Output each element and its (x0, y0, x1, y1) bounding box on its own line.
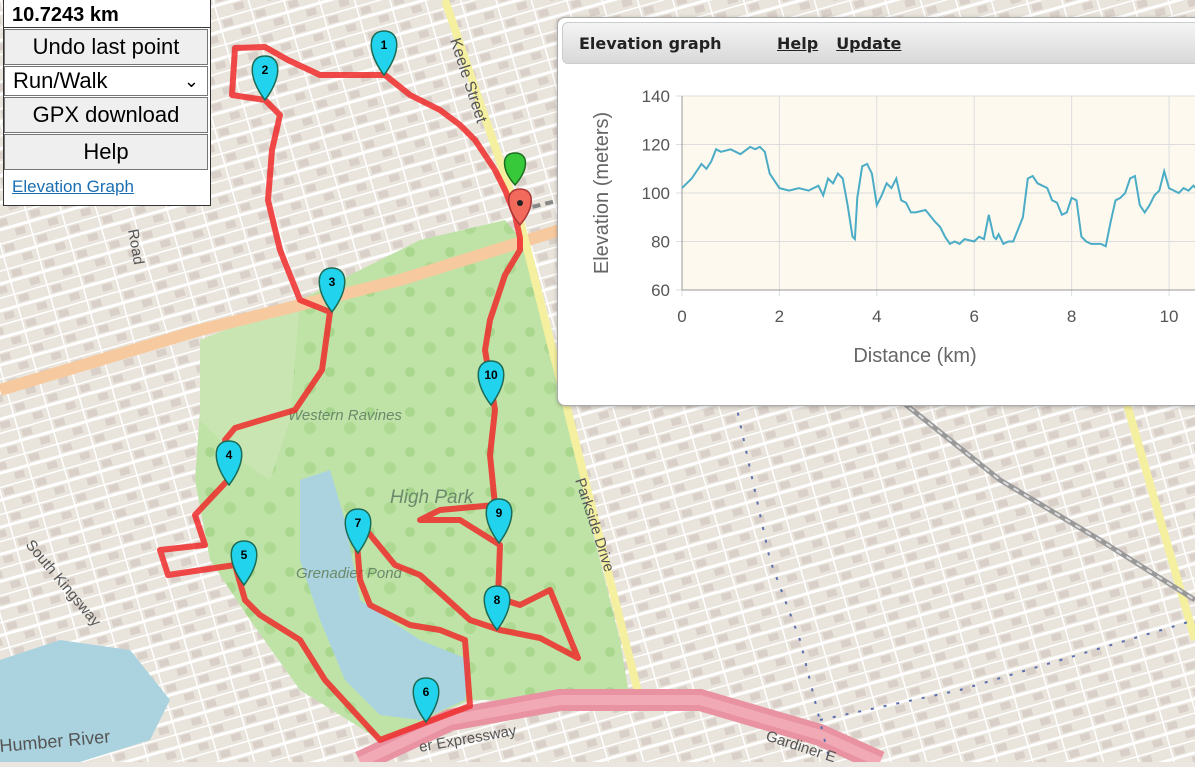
km-marker-label: 1 (381, 38, 388, 52)
elevation-series-line (681, 145, 1195, 248)
parkside-drive (516, 219, 644, 701)
transit-line-2 (819, 619, 1195, 721)
x-tick-label: 0 (677, 307, 686, 326)
km-markers: 1 2 3 4 5 6 7 8 9 10 (215, 30, 513, 724)
mode-select-value: Run/Walk (13, 68, 108, 93)
km-marker-label: 3 (329, 275, 336, 289)
route-path[interactable] (157, 44, 581, 743)
km-marker-1[interactable]: 1 (370, 30, 398, 77)
help-button[interactable]: Help (4, 134, 208, 170)
elevation-graph-link[interactable]: Elevation Graph (12, 177, 134, 196)
elevation-panel: Elevation graph Help Update 60 80 100 120 14… (557, 17, 1195, 406)
x-tick-label: 8 (1067, 307, 1076, 326)
x-tick-label: 4 (872, 307, 881, 326)
km-marker-label: 6 (423, 685, 430, 699)
label-grenadier-pond: Grenadier Pond (296, 565, 403, 582)
bloor-street (0, 224, 562, 396)
km-marker-label: 8 (494, 593, 501, 607)
km-marker-4[interactable]: 4 (215, 440, 243, 487)
km-marker-5[interactable]: 5 (230, 540, 258, 587)
high-park-area (195, 220, 630, 740)
km-marker-label: 4 (226, 448, 233, 462)
east-yellow-road (1116, 378, 1195, 642)
ravine-area (200, 300, 300, 480)
x-axis-title: Distance (km) (853, 345, 976, 367)
x-tick-label: 6 (969, 307, 978, 326)
km-marker-9[interactable]: 9 (485, 498, 513, 545)
end-marker[interactable] (508, 188, 532, 227)
km-marker-label: 2 (262, 63, 269, 77)
km-marker-6[interactable]: 6 (412, 677, 440, 724)
elevation-chart: 60 80 100 120 140 0 2 4 6 8 10 Distance (km) Elevati… (591, 87, 1195, 367)
label-road: Road (124, 228, 147, 266)
km-marker-label: 10 (484, 368, 498, 382)
y-axis-title: Elevation (meters) (591, 112, 613, 274)
mode-select[interactable]: Run/Walk ⌄ (4, 66, 208, 96)
km-marker-label: 5 (241, 548, 248, 562)
elevation-panel-header: Elevation graph Help Update (562, 22, 1195, 64)
label-high-park: High Park (390, 487, 475, 508)
humber-river (0, 640, 170, 762)
elevation-panel-title: Elevation graph (579, 33, 722, 53)
start-marker[interactable] (503, 152, 527, 187)
transit-line-1 (734, 399, 831, 763)
y-tick-label: 140 (642, 87, 670, 106)
elevation-help-link[interactable]: Help (777, 33, 819, 53)
route-distance: 10.7243 km (4, 0, 210, 28)
label-western-ravines: Western Ravines (288, 407, 402, 424)
km-marker-10[interactable]: 10 (477, 360, 505, 407)
km-marker-7[interactable]: 7 (344, 508, 372, 555)
x-tick-label: 10 (1160, 307, 1179, 326)
km-marker-8[interactable]: 8 (483, 585, 511, 632)
chevron-down-icon: ⌄ (183, 71, 199, 91)
elevation-update-link[interactable]: Update (836, 33, 902, 53)
grenadier-pond (300, 470, 470, 720)
keele-street (441, 0, 524, 222)
y-tick-label: 100 (642, 184, 670, 203)
y-tick-label: 60 (651, 281, 670, 300)
km-marker-2[interactable]: 2 (251, 55, 279, 102)
rail-line-east-dash (899, 399, 1195, 601)
gpx-download-button[interactable]: GPX download (4, 97, 208, 133)
km-marker-label: 7 (355, 516, 362, 530)
undo-last-point-button[interactable]: Undo last point (4, 29, 208, 65)
x-tick-label: 2 (775, 307, 784, 326)
expressway-inner (357, 695, 883, 767)
y-tick-label: 80 (651, 233, 670, 252)
km-marker-3[interactable]: 3 (318, 267, 346, 314)
controls-panel: 10.7243 km Undo last point Run/Walk ⌄ GPX… (3, 0, 211, 206)
km-marker-label: 9 (496, 506, 503, 520)
y-tick-label: 120 (642, 136, 670, 155)
